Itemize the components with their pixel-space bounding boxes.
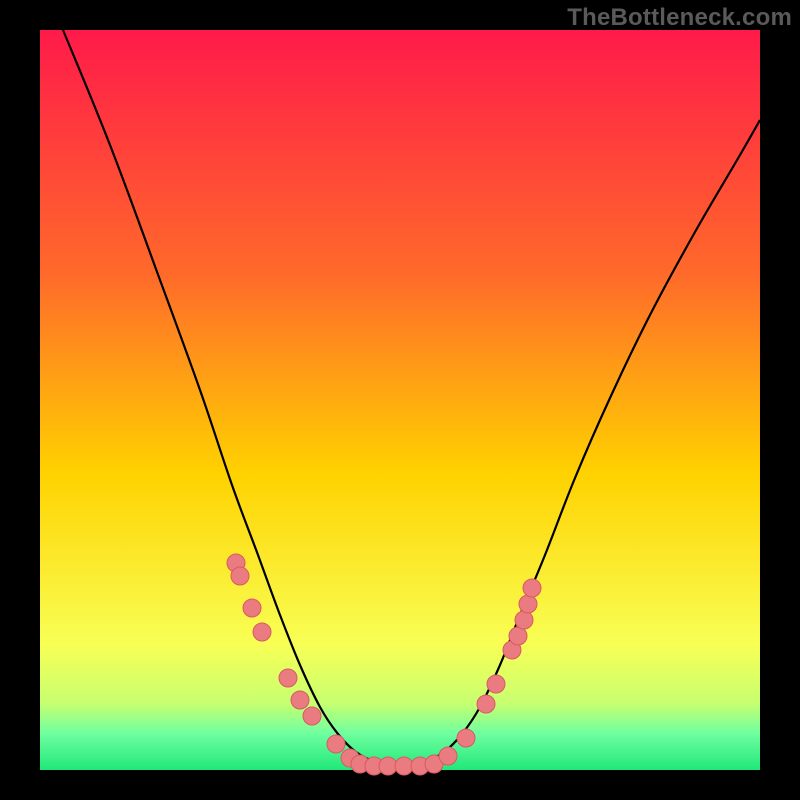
stage: TheBottleneck.com	[0, 0, 800, 800]
curve-marker	[523, 579, 541, 597]
curve-marker	[231, 567, 249, 585]
curve-marker	[303, 707, 321, 725]
v-curve-line	[63, 30, 760, 766]
curve-marker	[253, 623, 271, 641]
marker-group	[227, 554, 541, 775]
curve-marker	[457, 729, 475, 747]
curve-marker	[327, 735, 345, 753]
curve-marker	[519, 595, 537, 613]
chart-svg	[0, 0, 800, 800]
curve-marker	[487, 675, 505, 693]
curve-marker	[291, 691, 309, 709]
curve-marker	[509, 627, 527, 645]
curve-marker	[279, 669, 297, 687]
curve-marker	[395, 757, 413, 775]
curve-marker	[243, 599, 261, 617]
curve-marker	[477, 695, 495, 713]
curve-marker	[379, 757, 397, 775]
curve-marker	[439, 747, 457, 765]
curve-marker	[515, 611, 533, 629]
